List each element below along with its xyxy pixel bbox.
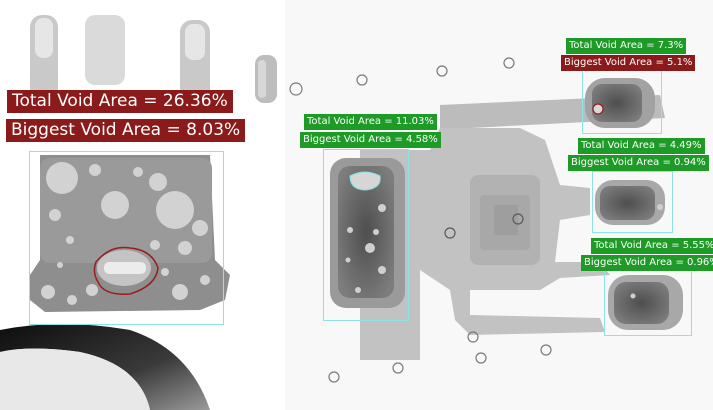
biggest-void-label-center: Biggest Void Area = 4.58% [300,132,441,148]
total-void-label-top-right: Total Void Area = 7.3% [566,38,687,54]
total-void-label-left: Total Void Area = 26.36% [7,90,233,113]
total-void-label-center: Total Void Area = 11.03% [304,114,437,130]
total-void-label-mid-right: Total Void Area = 4.49% [578,138,705,154]
top-right-component [585,78,655,128]
center-component [330,158,405,308]
biggest-void-label-mid-right: Biggest Void Area = 0.94% [568,155,709,171]
bottom-right-component [608,275,683,330]
solder-ball-rings [289,57,552,383]
biggest-void-label-left: Biggest Void Area = 8.03% [6,119,246,142]
biggest-void-label-top-right: Biggest Void Area = 5.1% [561,55,696,71]
inspection-box-center [323,149,409,321]
inspection-box-bottom-right [604,268,692,336]
inspection-box-top-right [582,70,662,134]
inspection-box-left [29,151,224,325]
inspection-box-mid-right [592,171,673,233]
mid-right-component [595,180,665,225]
left-component [30,15,277,312]
total-void-label-bottom-right: Total Void Area = 5.55% [591,238,713,254]
biggest-void-label-bottom-right: Biggest Void Area = 0.96% [581,255,713,271]
